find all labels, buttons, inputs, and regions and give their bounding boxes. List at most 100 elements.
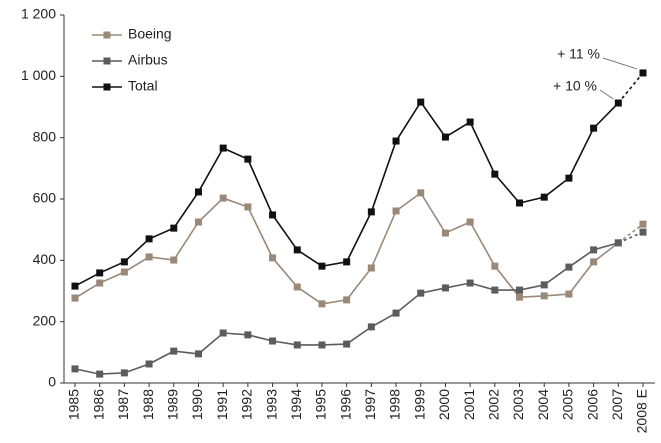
x-tick-label: 1992 <box>239 389 255 420</box>
legend-marker <box>103 83 111 91</box>
marker <box>614 99 622 107</box>
marker <box>639 69 647 77</box>
x-tick-label: 1998 <box>387 389 403 420</box>
marker <box>71 294 79 302</box>
marker <box>269 337 277 345</box>
marker <box>96 279 104 287</box>
x-tick-label: 1991 <box>214 389 230 420</box>
marker <box>540 193 548 201</box>
marker <box>244 203 252 211</box>
marker <box>614 239 622 247</box>
marker <box>441 229 449 237</box>
x-tick-label: 2003 <box>510 389 526 420</box>
marker <box>293 283 301 291</box>
x-tick-label: 2000 <box>436 389 452 420</box>
annotation: + 11 % <box>557 46 600 62</box>
marker <box>491 262 499 270</box>
annotation-leader <box>599 89 614 100</box>
marker <box>170 256 178 264</box>
x-tick-label: 1985 <box>66 389 82 420</box>
marker <box>639 228 647 236</box>
marker <box>466 118 474 126</box>
x-tick-label: 1989 <box>164 389 180 420</box>
marker <box>367 208 375 216</box>
annotation-leader <box>602 57 638 70</box>
marker <box>244 331 252 339</box>
annotation: + 10 % <box>553 78 597 94</box>
marker <box>343 340 351 348</box>
marker <box>318 262 326 270</box>
y-tick-label: 0 <box>48 374 56 390</box>
x-tick-label: 1993 <box>263 389 279 420</box>
marker <box>318 341 326 349</box>
legend-label: Total <box>128 78 158 94</box>
marker <box>269 254 277 262</box>
marker <box>565 290 573 298</box>
marker <box>565 263 573 271</box>
x-tick-label: 2004 <box>535 389 551 420</box>
marker <box>392 137 400 145</box>
marker <box>441 133 449 141</box>
marker <box>343 296 351 304</box>
marker <box>441 284 449 292</box>
marker <box>145 360 153 368</box>
y-tick-label: 400 <box>33 251 57 267</box>
marker <box>540 281 548 289</box>
marker <box>491 286 499 294</box>
y-tick-label: 800 <box>33 128 57 144</box>
marker <box>219 194 227 202</box>
marker <box>71 365 79 373</box>
marker <box>219 144 227 152</box>
x-tick-label: 1986 <box>90 389 106 420</box>
marker <box>516 286 524 294</box>
marker <box>219 329 227 337</box>
x-tick-label: 2001 <box>461 389 477 420</box>
marker <box>194 218 202 226</box>
x-tick-label: 2008 E <box>634 389 650 433</box>
series-line-estimate <box>617 223 644 244</box>
marker <box>293 341 301 349</box>
x-tick-label: 1987 <box>115 389 131 420</box>
marker <box>392 207 400 215</box>
x-tick-label: 1999 <box>411 389 427 420</box>
marker <box>170 224 178 232</box>
marker <box>417 98 425 106</box>
x-tick-label: 2005 <box>560 389 576 420</box>
marker <box>120 369 128 377</box>
marker <box>466 218 474 226</box>
marker <box>71 282 79 290</box>
marker <box>516 199 524 207</box>
marker <box>417 289 425 297</box>
marker <box>145 235 153 243</box>
marker <box>170 347 178 355</box>
marker <box>269 211 277 219</box>
x-tick-label: 1990 <box>189 389 205 420</box>
y-tick-label: 1 200 <box>21 6 56 22</box>
x-tick-label: 1996 <box>337 389 353 420</box>
marker <box>540 292 548 300</box>
marker <box>639 220 647 228</box>
legend-marker <box>103 57 111 65</box>
legend-marker <box>103 31 111 39</box>
x-tick-label: 1995 <box>313 389 329 420</box>
marker <box>590 124 598 132</box>
marker <box>145 253 153 261</box>
marker <box>293 246 301 254</box>
marker <box>96 269 104 277</box>
marker <box>194 350 202 358</box>
x-tick-label: 2007 <box>609 389 625 420</box>
marker <box>194 188 202 196</box>
legend-label: Airbus <box>128 52 168 68</box>
x-tick-label: 1997 <box>362 389 378 420</box>
legend-label: Boeing <box>128 26 172 42</box>
y-tick-label: 200 <box>33 312 57 328</box>
marker <box>590 258 598 266</box>
x-tick-label: 1994 <box>288 389 304 420</box>
marker <box>244 155 252 163</box>
marker <box>466 279 474 287</box>
series-line-estimate <box>617 72 644 104</box>
marker <box>318 300 326 308</box>
marker <box>392 309 400 317</box>
marker <box>367 264 375 272</box>
marker <box>96 370 104 378</box>
